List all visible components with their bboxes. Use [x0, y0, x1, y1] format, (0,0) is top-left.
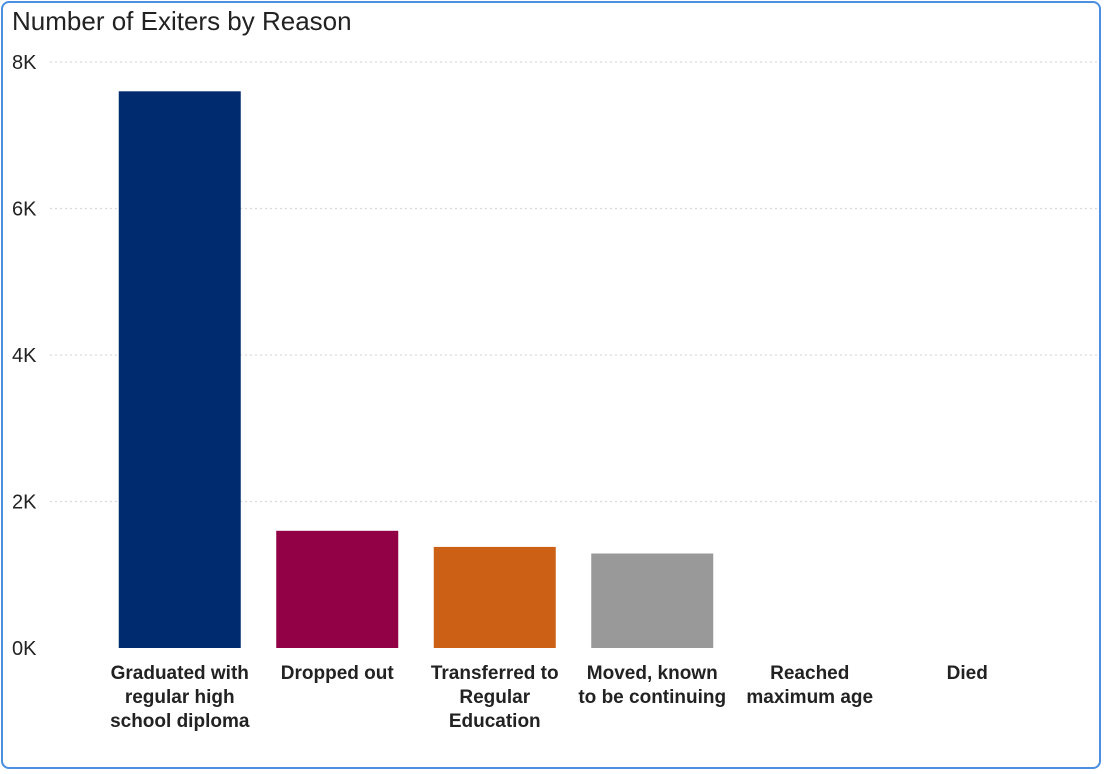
y-tick-label: 4K	[12, 345, 37, 367]
x-tick-label: Reached maximum age	[746, 663, 874, 708]
x-tick-label: Dropped out	[280, 663, 394, 684]
bar[interactable]	[118, 91, 241, 649]
y-tick-label: 8K	[12, 52, 37, 74]
bar[interactable]	[433, 546, 556, 648]
y-tick-label: 2K	[12, 492, 37, 514]
y-tick-label: 0K	[12, 638, 37, 660]
x-tick-label: Transferred to Regular Education	[430, 663, 559, 732]
x-tick-label: Graduated with regular high school diplo…	[110, 663, 250, 732]
bar[interactable]	[591, 553, 714, 648]
x-tick-label: Died	[946, 663, 988, 684]
y-tick-label: 6K	[12, 199, 37, 221]
x-tick-label: Moved, known to be continuing	[578, 663, 727, 708]
y-axis-ticks: 0K 2K 4K 6K 8K	[12, 52, 37, 660]
chart-title: Number of Exiters by Reason	[12, 6, 352, 36]
bar[interactable]	[276, 530, 399, 648]
bars	[118, 91, 714, 649]
